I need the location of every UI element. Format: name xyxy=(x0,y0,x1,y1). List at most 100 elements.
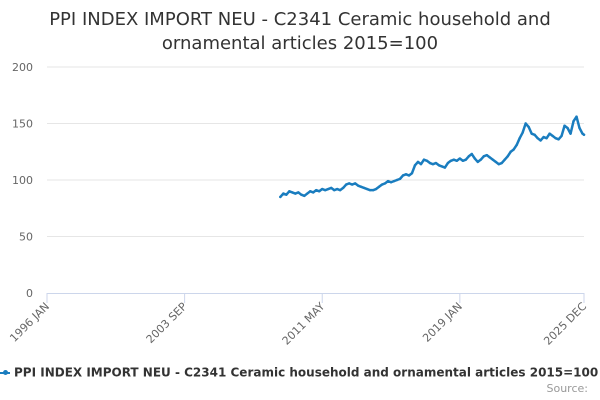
data-point[interactable] xyxy=(282,192,285,195)
data-point[interactable] xyxy=(392,179,396,183)
data-point[interactable] xyxy=(341,186,345,190)
data-point[interactable] xyxy=(315,188,318,192)
data-point[interactable] xyxy=(335,187,339,191)
data-point[interactable] xyxy=(419,162,423,166)
data-point[interactable] xyxy=(485,153,488,157)
data-point[interactable] xyxy=(455,159,459,162)
data-point[interactable] xyxy=(303,194,306,198)
data-point[interactable] xyxy=(434,161,438,165)
data-point[interactable] xyxy=(300,193,303,196)
data-point[interactable] xyxy=(569,132,572,135)
data-point[interactable] xyxy=(479,158,482,161)
data-point[interactable] xyxy=(582,133,586,136)
data-point[interactable] xyxy=(494,160,497,164)
credits[interactable]: Source: xyxy=(546,382,589,395)
data-point[interactable] xyxy=(545,136,548,140)
data-point[interactable] xyxy=(353,182,357,185)
data-point[interactable] xyxy=(356,184,360,187)
data-point[interactable] xyxy=(551,134,554,138)
data-point[interactable] xyxy=(437,164,441,167)
data-point[interactable] xyxy=(333,188,336,192)
data-point[interactable] xyxy=(476,160,479,164)
data-point[interactable] xyxy=(491,158,494,161)
data-point[interactable] xyxy=(524,122,527,125)
data-point[interactable] xyxy=(572,120,575,123)
data-point[interactable] xyxy=(422,158,426,161)
data-point[interactable] xyxy=(291,191,294,194)
data-point[interactable] xyxy=(542,135,545,139)
data-point[interactable] xyxy=(389,181,393,184)
data-point[interactable] xyxy=(407,174,411,177)
data-point[interactable] xyxy=(359,185,363,188)
data-point[interactable] xyxy=(324,188,327,192)
data-point[interactable] xyxy=(431,162,435,166)
data-point[interactable] xyxy=(512,148,515,151)
data-point[interactable] xyxy=(497,162,500,166)
data-point[interactable] xyxy=(365,187,369,191)
data-point[interactable] xyxy=(533,133,536,136)
data-point[interactable] xyxy=(461,159,465,162)
data-point[interactable] xyxy=(473,157,477,160)
data-point[interactable] xyxy=(368,188,372,192)
data-point[interactable] xyxy=(416,160,420,164)
data-point[interactable] xyxy=(371,188,375,192)
data-point[interactable] xyxy=(527,125,530,129)
data-point[interactable] xyxy=(285,193,288,196)
data-point[interactable] xyxy=(503,158,506,161)
series-line[interactable] xyxy=(279,115,586,199)
data-point[interactable] xyxy=(330,186,333,190)
data-point[interactable] xyxy=(446,161,450,165)
data-point[interactable] xyxy=(383,182,387,185)
data-point[interactable] xyxy=(413,164,417,167)
data-point[interactable] xyxy=(321,187,324,191)
data-point[interactable] xyxy=(398,177,402,181)
data-point[interactable] xyxy=(347,182,351,185)
data-point[interactable] xyxy=(425,159,429,162)
data-point[interactable] xyxy=(374,187,378,191)
data-point[interactable] xyxy=(482,155,485,158)
data-point[interactable] xyxy=(539,139,542,142)
data-point[interactable] xyxy=(362,186,366,190)
data-point[interactable] xyxy=(563,124,566,127)
data-point[interactable] xyxy=(401,174,405,177)
data-point[interactable] xyxy=(506,155,509,158)
data-point[interactable] xyxy=(560,134,563,138)
data-point[interactable] xyxy=(548,132,551,135)
data-point[interactable] xyxy=(467,155,471,158)
data-point[interactable] xyxy=(575,115,578,118)
data-point[interactable] xyxy=(464,158,468,161)
data-point[interactable] xyxy=(386,179,390,183)
data-point[interactable] xyxy=(449,159,453,162)
legend-item[interactable]: PPI INDEX IMPORT NEU - C2341 Ceramic hou… xyxy=(0,365,600,383)
data-point[interactable] xyxy=(566,126,569,130)
data-point[interactable] xyxy=(279,195,282,199)
data-point[interactable] xyxy=(500,161,503,165)
data-point[interactable] xyxy=(404,173,408,176)
data-point[interactable] xyxy=(557,138,560,141)
data-point[interactable] xyxy=(536,136,539,140)
data-point[interactable] xyxy=(554,136,557,140)
data-point[interactable] xyxy=(440,165,444,168)
data-point[interactable] xyxy=(350,183,354,186)
data-point[interactable] xyxy=(297,191,300,194)
data-point[interactable] xyxy=(452,158,456,161)
data-point[interactable] xyxy=(470,152,474,156)
data-point[interactable] xyxy=(521,131,524,134)
data-point[interactable] xyxy=(488,156,491,159)
data-point[interactable] xyxy=(509,150,512,153)
data-point[interactable] xyxy=(288,190,291,193)
data-point[interactable] xyxy=(309,190,312,193)
data-point[interactable] xyxy=(338,188,342,192)
data-point[interactable] xyxy=(294,192,297,195)
data-point[interactable] xyxy=(458,157,462,160)
data-point[interactable] xyxy=(530,132,533,135)
data-point[interactable] xyxy=(515,143,518,147)
data-point[interactable] xyxy=(443,166,447,169)
data-point[interactable] xyxy=(344,183,348,186)
data-point[interactable] xyxy=(306,192,309,195)
data-point[interactable] xyxy=(318,190,321,193)
data-point[interactable] xyxy=(428,161,432,165)
data-point[interactable] xyxy=(410,172,414,175)
data-point[interactable] xyxy=(395,178,399,182)
data-point[interactable] xyxy=(518,136,521,140)
